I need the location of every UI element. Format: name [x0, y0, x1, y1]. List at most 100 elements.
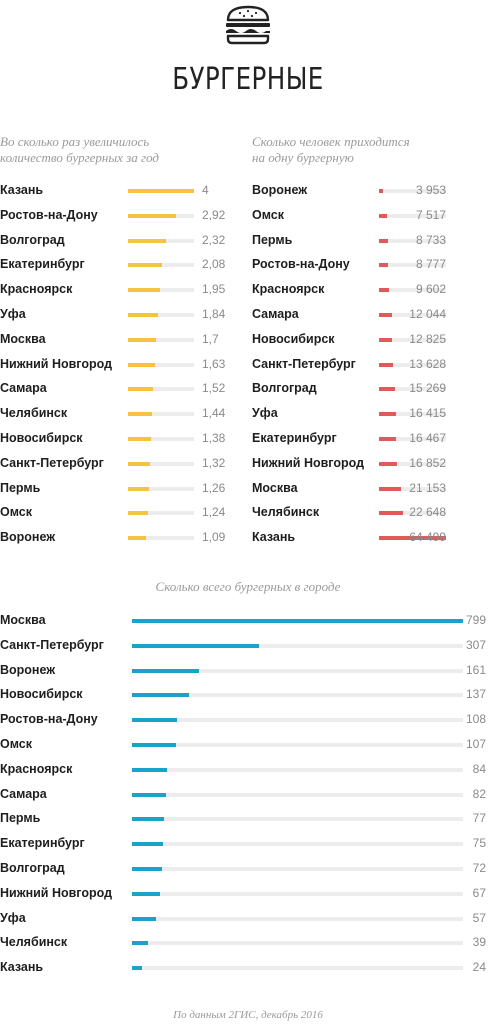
bar-row: Казань 24: [0, 957, 496, 977]
bar-label: Москва: [252, 480, 298, 495]
bar-value: 1,52: [202, 381, 226, 396]
bar-label: Воронеж: [252, 183, 308, 197]
chart-title-growth: Во сколько раз увеличилось количество бур…: [0, 134, 159, 165]
bar-row: Красноярск 84: [0, 759, 496, 779]
bar-label: Красноярск: [0, 282, 73, 297]
bar-row: Ростов-на-Дону 2,92: [0, 205, 244, 225]
bar: [128, 387, 154, 392]
bar-track: [128, 511, 194, 516]
bar-value: 161: [465, 662, 486, 677]
bar-track: [128, 536, 194, 541]
bar-value: 108: [465, 712, 486, 727]
bar-row: Пермь 8 733: [252, 230, 496, 250]
bar-track: [132, 867, 463, 871]
bar-value: 39: [472, 935, 486, 950]
bar-track: [128, 263, 194, 268]
bar-track: [379, 313, 446, 317]
bar-row: Екатеринбург 16 467: [252, 428, 496, 448]
bar-label: Екатеринбург: [0, 257, 85, 272]
bar-track: [132, 718, 463, 723]
bar-value: 72: [472, 861, 486, 875]
bar-track: [379, 437, 446, 441]
bar-label: Санкт-Петербург: [0, 637, 104, 652]
bar: [379, 337, 393, 342]
bar-label: Самара: [0, 786, 47, 801]
bar-row: Уфа 16 415: [252, 403, 496, 423]
bar-row: Москва 1,7: [0, 329, 244, 349]
bar-label: Воронеж: [0, 530, 56, 545]
bar-track: [128, 337, 194, 342]
bar-row: Новосибирск 1,38: [0, 428, 244, 448]
bar-track: [379, 412, 446, 417]
bar-label: Санкт-Петербург: [0, 455, 104, 470]
bar-label: Уфа: [0, 910, 26, 925]
bar-label: Воронеж: [0, 662, 56, 677]
bar-label: Челябинск: [252, 505, 320, 520]
bar-track: [379, 189, 446, 193]
bar-label: Челябинск: [0, 406, 68, 421]
bar-track: [379, 213, 446, 218]
bar-row: Самара 82: [0, 784, 496, 804]
bar-value: 8 733: [415, 232, 446, 247]
bar-row: Самара 12 044: [252, 304, 496, 324]
bar-track: [128, 288, 194, 293]
bar-label: Волгоград: [0, 861, 65, 875]
bar-row: Ростов-на-Дону 8 777: [252, 254, 496, 274]
bar: [379, 511, 403, 516]
bar-track: [132, 643, 463, 648]
bar-label: Челябинск: [0, 935, 68, 950]
bar-label: Новосибирск: [0, 431, 83, 445]
chart-title-people-per-burger: Сколько человек приходится на одну бургер…: [252, 134, 410, 165]
bar: [132, 668, 199, 673]
bar: [128, 313, 159, 317]
bar-value: 84: [472, 761, 486, 776]
bar-row: Санкт-Петербург 1,32: [0, 453, 244, 473]
bar: [128, 536, 146, 541]
bar-value: 16 467: [409, 431, 446, 445]
bar-row: Новосибирск 12 825: [252, 329, 496, 349]
bar-row: Санкт-Петербург 307: [0, 635, 496, 655]
bar-label: Казань: [0, 960, 44, 975]
bar-value: 82: [472, 786, 486, 801]
bar-track: [379, 263, 446, 268]
bar-value: 1,7: [202, 331, 219, 346]
bar-track: [132, 619, 463, 623]
bar-row: Воронеж 3 953: [252, 180, 496, 200]
bar-value: 1,95: [202, 282, 226, 297]
bar-row: Волгоград 72: [0, 858, 496, 878]
bar-track: [128, 461, 194, 466]
bar-row: Москва 21 153: [252, 478, 496, 498]
bar-label: Красноярск: [0, 761, 73, 776]
bar-label: Омск: [252, 207, 285, 222]
bar-label: Новосибирск: [0, 687, 83, 702]
bar-track: [379, 461, 446, 466]
bar: [379, 313, 392, 317]
bar-track: [379, 536, 446, 541]
bar: [128, 288, 161, 293]
bar-label: Пермь: [252, 232, 293, 247]
bar: [128, 213, 177, 218]
bar-value: 7 517: [415, 207, 446, 222]
bar-value: 1,44: [202, 406, 226, 421]
bar: [132, 891, 160, 896]
bar-row: Челябинск 39: [0, 932, 496, 952]
bar-track: [128, 486, 194, 491]
bar-value: 75: [472, 836, 486, 851]
bar-track: [379, 387, 446, 392]
bar-label: Казань: [252, 530, 296, 545]
bar-value: 799: [465, 613, 486, 627]
bar-label: Уфа: [0, 307, 26, 321]
bar-row: Омск 7 517: [252, 205, 496, 225]
bar-row: Екатеринбург 2,08: [0, 254, 244, 274]
bar-value: 1,32: [202, 455, 226, 470]
bar: [132, 718, 177, 723]
bar-track: [128, 213, 194, 218]
bar-value: 21 153: [409, 480, 446, 495]
bar-label: Омск: [0, 737, 33, 751]
bar-value: 24: [472, 960, 486, 975]
bar-label: Екатеринбург: [252, 431, 337, 445]
bar-value: 2,32: [202, 232, 226, 247]
bar-value: 2,08: [202, 257, 226, 272]
bar: [132, 619, 463, 623]
bar-track: [379, 362, 446, 367]
